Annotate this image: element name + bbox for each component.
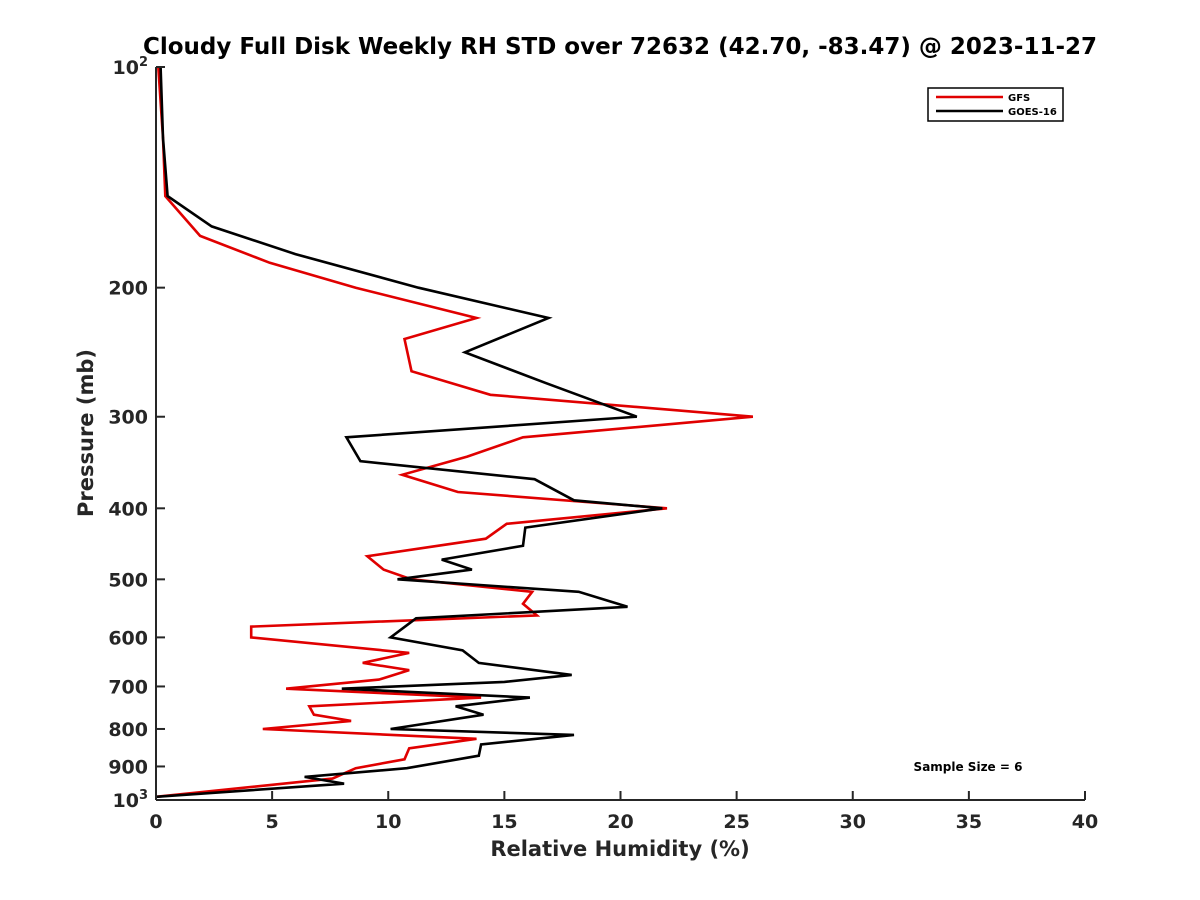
x-tick-label: 5 xyxy=(266,811,279,833)
x-axis-label: Relative Humidity (%) xyxy=(490,837,749,861)
y-tick-label: 200 xyxy=(108,278,148,300)
y-axis-ticks: 102 200 300 400 500 600 700 800 900 103 xyxy=(108,55,165,812)
series-layer xyxy=(155,66,754,799)
sample-size-annotation: Sample Size = 6 xyxy=(914,760,1023,774)
x-tick-label: 20 xyxy=(607,811,633,833)
legend: GFS GOES-16 xyxy=(927,87,1064,122)
x-tick-label: 10 xyxy=(375,811,401,833)
series-line-goes-16 xyxy=(155,66,663,799)
y-tick-label: 600 xyxy=(108,627,148,649)
y-tick-label: 800 xyxy=(108,719,148,741)
chart-title: Cloudy Full Disk Weekly RH STD over 7263… xyxy=(143,34,1097,60)
x-tick-label: 25 xyxy=(723,811,749,833)
y-tick-label: 300 xyxy=(108,407,148,429)
y-tick-label: 900 xyxy=(108,756,148,778)
y-tick-label: 500 xyxy=(108,569,148,591)
legend-box xyxy=(927,87,1064,122)
x-tick-label: 40 xyxy=(1072,811,1098,833)
y-axis-label: Pressure (mb) xyxy=(74,349,98,517)
x-tick-label: 0 xyxy=(149,811,162,833)
y-tick-label: 103 xyxy=(113,788,149,812)
x-tick-label: 15 xyxy=(491,811,517,833)
legend-label-gfs: GFS xyxy=(1008,93,1030,104)
legend-label-goes16: GOES-16 xyxy=(1008,107,1057,118)
x-tick-label: 30 xyxy=(840,811,866,833)
y-tick-label: 400 xyxy=(108,498,148,520)
series-line-gfs xyxy=(155,66,754,799)
y-tick-label: 700 xyxy=(108,676,148,698)
x-axis-ticks: 0 5 10 15 20 25 30 35 40 xyxy=(149,791,1098,833)
x-tick-label: 35 xyxy=(956,811,982,833)
y-tick-label: 102 xyxy=(113,55,149,79)
